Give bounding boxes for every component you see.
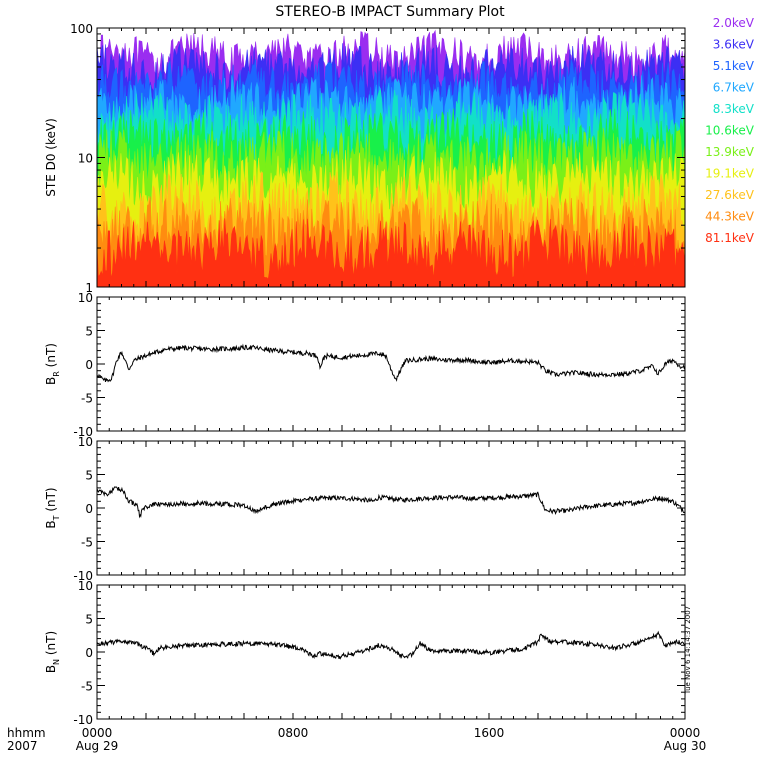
timestamp-label: Tue Nov 6 14:14:37 2007 bbox=[684, 606, 692, 695]
br-y-label: BR (nT) bbox=[44, 343, 61, 385]
legend-entry: 2.0keV bbox=[713, 16, 755, 30]
ste-spectrum-traces bbox=[96, 29, 686, 288]
y-tick-label: 10 bbox=[78, 579, 93, 593]
y-tick-label: 0 bbox=[85, 358, 93, 372]
ste-spectrum-x-ticks bbox=[96, 28, 686, 287]
bt-trace bbox=[96, 486, 686, 519]
bn-frame bbox=[96, 584, 686, 720]
legend-entry: 13.9keV bbox=[705, 145, 755, 159]
br-frame bbox=[96, 296, 686, 432]
br-trace bbox=[96, 343, 686, 383]
y-tick-label: 0 bbox=[85, 502, 93, 516]
bt-frame bbox=[96, 440, 686, 576]
legend-entry: 8.3keV bbox=[713, 102, 755, 116]
x-row-label-1: hhmm bbox=[7, 726, 46, 740]
x-tick-date-label: Aug 30 bbox=[664, 739, 707, 753]
legend-entry: 3.6keV bbox=[713, 38, 755, 52]
bn-x-ticks bbox=[96, 585, 686, 719]
x-tick-label: 0000 bbox=[670, 726, 701, 740]
x-tick-label: 1600 bbox=[474, 726, 505, 740]
x-tick-label: 0800 bbox=[278, 726, 309, 740]
y-tick-label: 100 bbox=[70, 22, 93, 36]
bt-x-ticks bbox=[96, 441, 686, 575]
legend-entry: 5.1keV bbox=[713, 59, 755, 73]
y-tick-label: 5 bbox=[85, 469, 93, 483]
y-tick-label: 5 bbox=[85, 613, 93, 627]
legend-entry: 6.7keV bbox=[713, 81, 755, 95]
y-tick-label: -5 bbox=[81, 536, 93, 550]
y-tick-label: -10 bbox=[73, 713, 93, 727]
y-tick-label: 10 bbox=[78, 435, 93, 449]
y-tick-label: -10 bbox=[73, 425, 93, 439]
y-tick-label: 1 bbox=[85, 281, 93, 295]
x-tick-label: 0000 bbox=[82, 726, 113, 740]
br-x-ticks bbox=[96, 297, 686, 431]
y-tick-label: 10 bbox=[78, 152, 93, 166]
ste-spectrum-y-label: STE D0 (keV) bbox=[44, 118, 58, 197]
spectrum-series-81.1keV bbox=[96, 216, 686, 288]
legend-entry: 44.3keV bbox=[705, 210, 755, 224]
y-tick-label: 5 bbox=[85, 325, 93, 339]
bt-y-ticks bbox=[97, 440, 685, 576]
x-tick-date-label: Aug 29 bbox=[76, 739, 119, 753]
br-y-ticks bbox=[97, 296, 685, 432]
bn-y-ticks bbox=[97, 584, 685, 720]
y-tick-label: 10 bbox=[78, 291, 93, 305]
plot-title: STEREO-B IMPACT Summary Plot bbox=[275, 4, 505, 20]
y-tick-label: -10 bbox=[73, 569, 93, 583]
bn-trace bbox=[96, 630, 686, 660]
bn-y-label: BN (nT) bbox=[44, 631, 61, 673]
x-row-label-2: 2007 bbox=[7, 739, 38, 753]
ste-spectrum-y-ticks bbox=[97, 33, 685, 288]
bt-y-label: BT (nT) bbox=[44, 487, 61, 528]
legend-entry: 27.6keV bbox=[705, 188, 755, 202]
y-tick-label: -5 bbox=[81, 680, 93, 694]
legend-entry: 19.1keV bbox=[705, 167, 755, 181]
y-tick-label: 0 bbox=[85, 646, 93, 660]
legend-entry: 81.1keV bbox=[705, 231, 755, 245]
spectrum-legend: 2.0keV 3.6keV 5.1keV 6.7keV 8.3keV 10.6keV 13.… bbox=[705, 16, 755, 245]
y-tick-label: -5 bbox=[81, 392, 93, 406]
legend-entry: 10.6keV bbox=[705, 124, 755, 138]
